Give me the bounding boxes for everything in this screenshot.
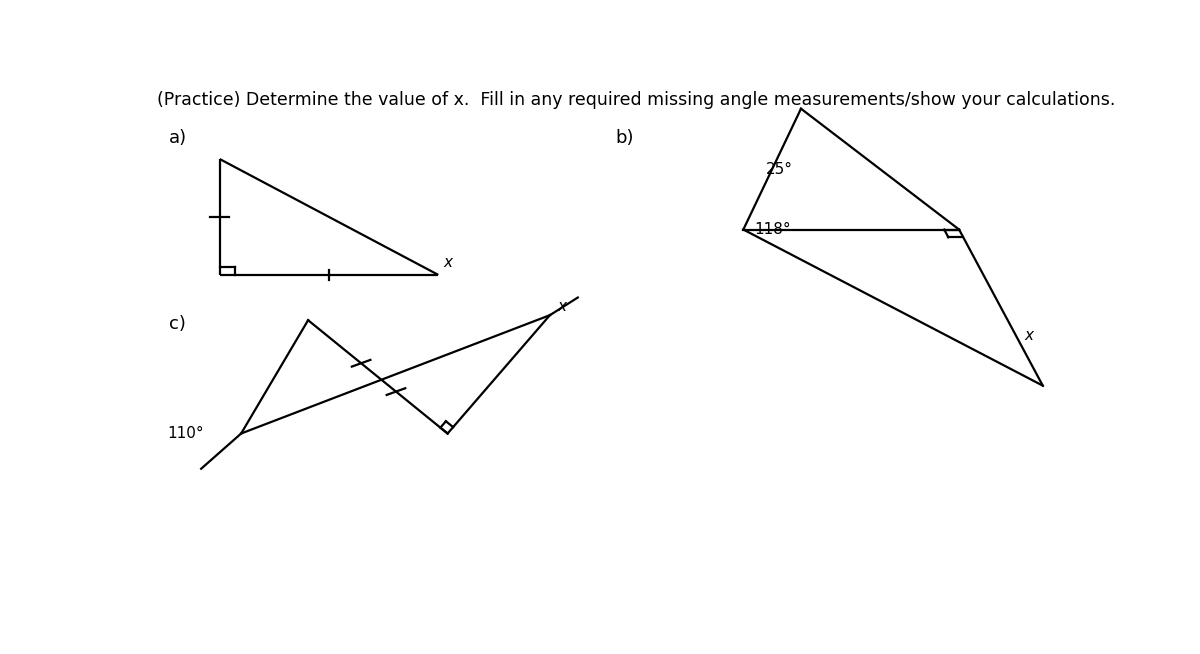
Text: 118°: 118°: [755, 222, 791, 237]
Text: (Practice) Determine the value of x.  Fill in any required missing angle measure: (Practice) Determine the value of x. Fil…: [157, 91, 1116, 109]
Text: a): a): [168, 129, 187, 147]
Text: 25°: 25°: [766, 162, 793, 177]
Text: x: x: [557, 299, 566, 314]
Text: 110°: 110°: [167, 426, 204, 441]
Text: x: x: [1024, 328, 1033, 343]
Text: x: x: [443, 255, 452, 270]
Text: c): c): [168, 315, 186, 333]
Text: b): b): [616, 129, 634, 147]
